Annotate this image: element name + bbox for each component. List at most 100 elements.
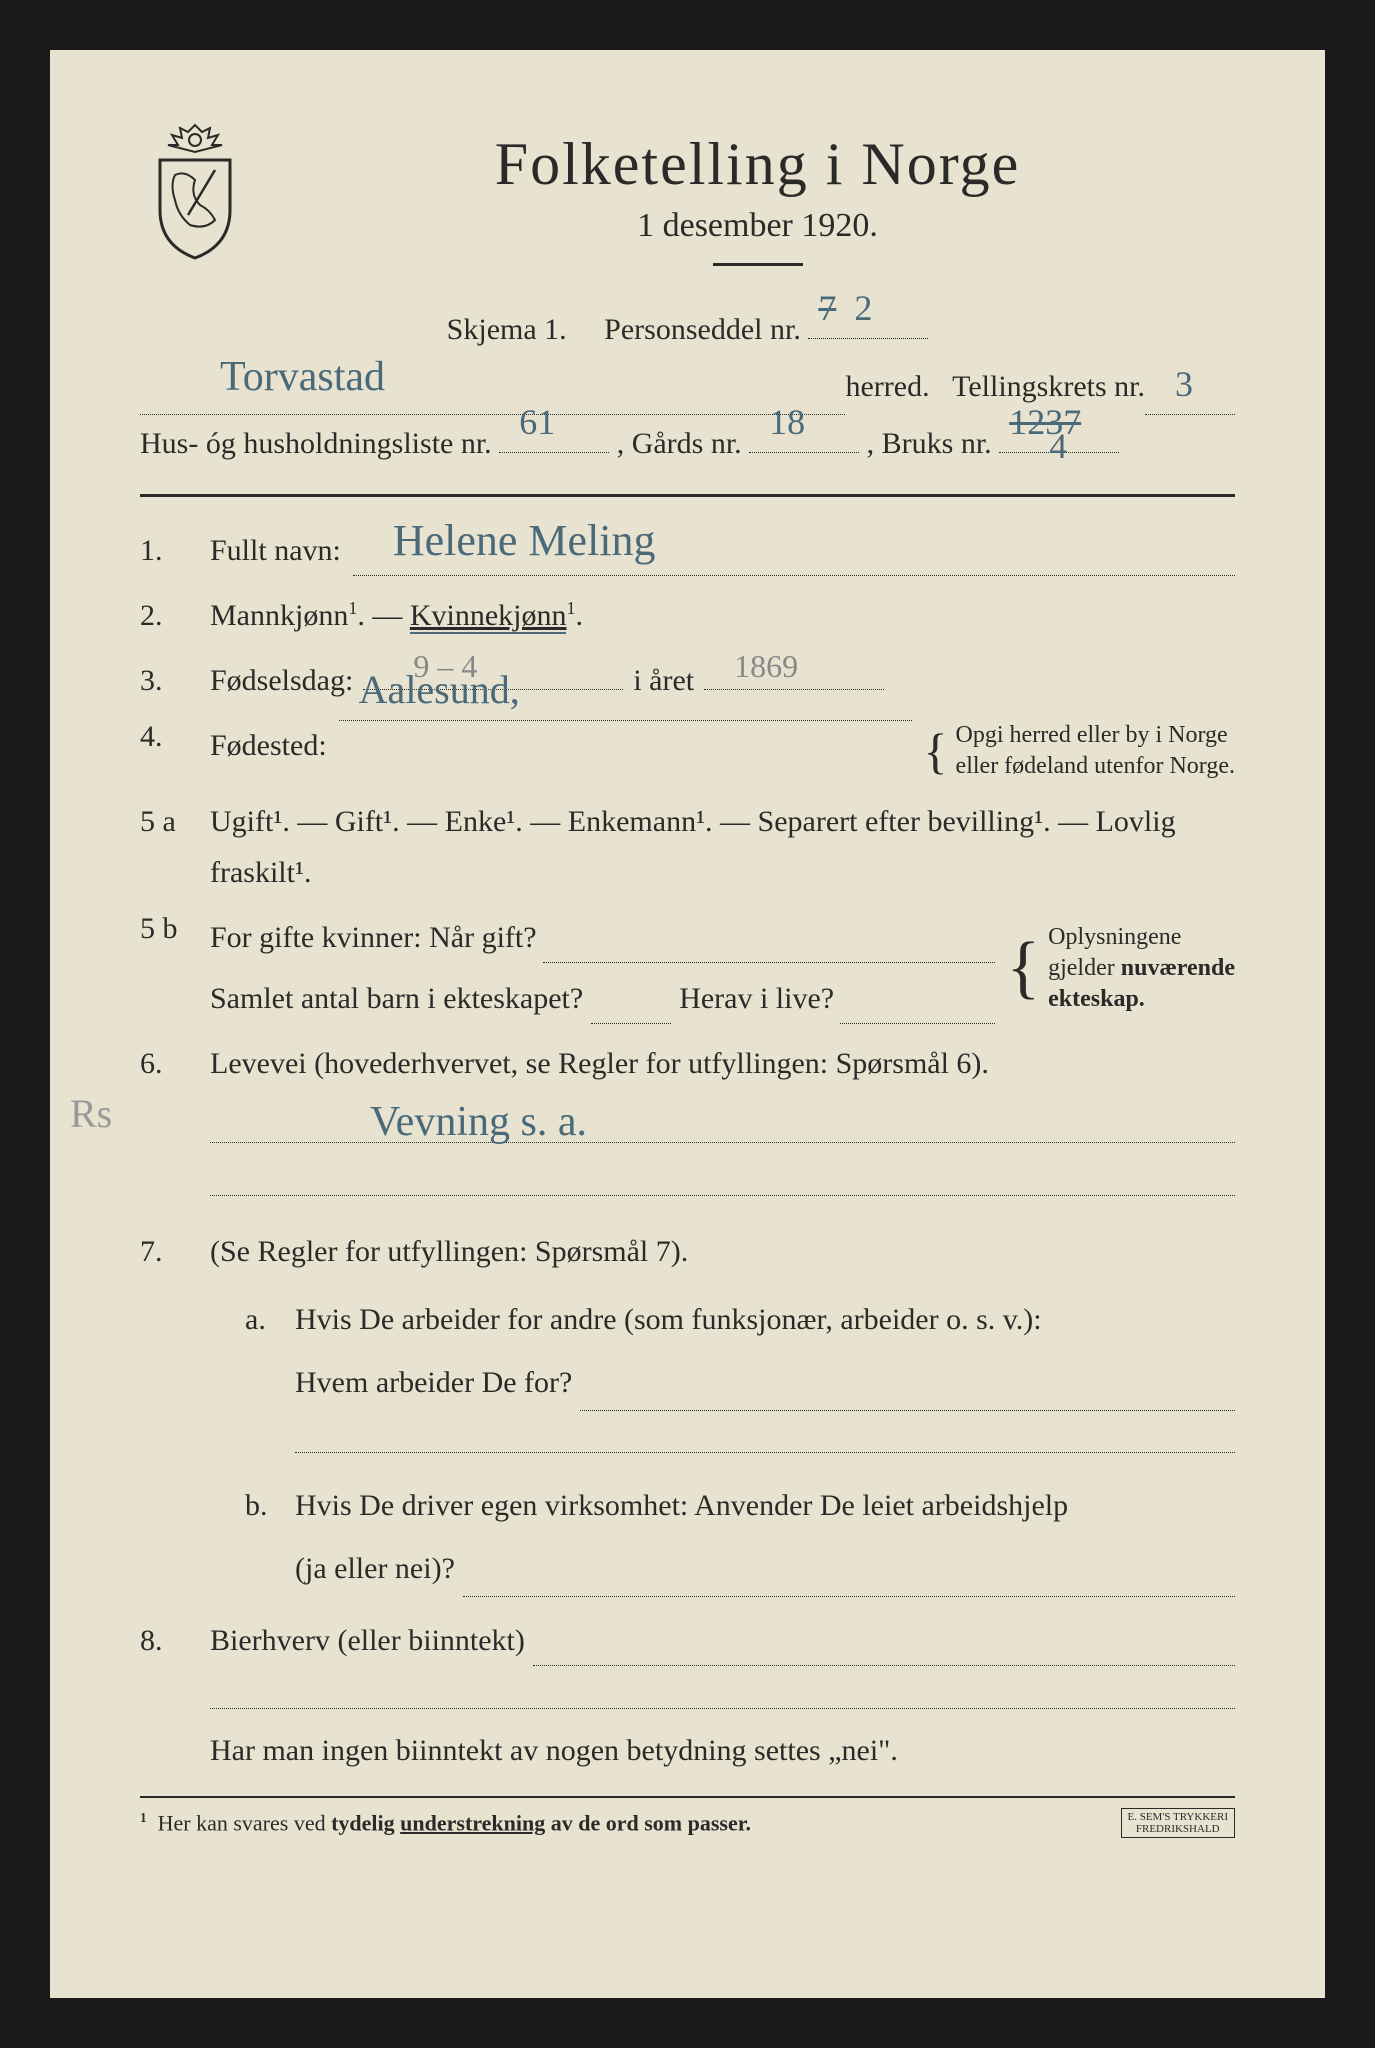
brace-icon: { bbox=[1007, 940, 1041, 996]
q3-label: Fødselsdag: bbox=[210, 655, 353, 706]
q8-line2 bbox=[210, 1686, 1235, 1709]
personseddel-fill: 7 2 bbox=[808, 338, 928, 339]
q5b-l2-fill2 bbox=[840, 973, 994, 1024]
herred-value: Torvastad bbox=[220, 338, 385, 418]
q5a-row: 5 a Ugift¹. — Gift¹. — Enke¹. — Enkemann… bbox=[140, 796, 1235, 898]
q1-row: 1. Fullt navn: Helene Meling bbox=[140, 525, 1235, 576]
q8-label: Bierhverv (eller biinntekt) bbox=[210, 1615, 525, 1666]
bruks-fill: 1237 4 bbox=[999, 452, 1119, 453]
q4-label: Fødested: bbox=[210, 720, 327, 771]
herred-label: herred. bbox=[845, 358, 929, 415]
q6-line1: Vevning s. a. bbox=[210, 1119, 1235, 1142]
herred-fill: Torvastad bbox=[140, 358, 845, 415]
q8-note: Har man ingen biinntekt av nogen betydni… bbox=[210, 1725, 1235, 1776]
q3-mid: i året bbox=[633, 655, 694, 706]
q7a-line2 bbox=[295, 1429, 1235, 1452]
gaards-label: , Gårds nr. bbox=[617, 427, 742, 460]
q1-value: Helene Meling bbox=[393, 504, 656, 579]
q3-num: 3. bbox=[140, 664, 210, 698]
printer-mark: E. SEM'S TRYKKERI FREDRIKSHALD bbox=[1121, 1808, 1236, 1838]
q6-line2 bbox=[210, 1173, 1235, 1196]
personseddel-label: Personseddel nr. bbox=[604, 313, 801, 346]
brace-icon: { bbox=[924, 731, 948, 771]
skjema-label: Skjema 1. bbox=[447, 313, 567, 346]
coat-of-arms-icon bbox=[140, 120, 250, 260]
q7b-l1: Hvis De driver egen virksomhet: Anvender… bbox=[295, 1477, 1235, 1534]
q7-num: 7. bbox=[140, 1235, 210, 1269]
q1-num: 1. bbox=[140, 534, 210, 568]
hus-label: Hus- óg husholdningsliste nr. bbox=[140, 427, 492, 460]
q6-margin-mark: Rs bbox=[70, 1090, 112, 1137]
q6-num: 6. bbox=[140, 1047, 210, 1081]
q5a-text: Ugift¹. — Gift¹. — Enke¹. — Enkemann¹. —… bbox=[210, 796, 1235, 898]
q4-row: 4. Fødested: Aalesund, { Opgi herred ell… bbox=[140, 720, 1235, 782]
q7b-fill bbox=[463, 1540, 1235, 1597]
gaards-fill: 18 bbox=[749, 452, 859, 453]
q7-row: 7. (Se Regler for utfyllingen: Spørsmål … bbox=[140, 1226, 1235, 1277]
footnote-rule bbox=[140, 1796, 1235, 1798]
header: Folketelling i Norge 1 desember 1920. bbox=[140, 120, 1235, 291]
personseddel-value: 2 bbox=[854, 288, 872, 328]
q7b-letter: b. bbox=[245, 1477, 295, 1597]
hus-fill: 61 bbox=[499, 452, 609, 453]
q6-row: 6. Levevei (hovederhvervet, se Regler fo… bbox=[140, 1038, 1235, 1089]
q4-fill: Aalesund, bbox=[339, 720, 912, 721]
q5b-note: { Oplysningene gjelder gjelder nuværende… bbox=[1007, 912, 1236, 1024]
q8-num: 8. bbox=[140, 1624, 210, 1658]
q2-row: 2. Mannkjønn1. — Kvinnekjønn1. bbox=[140, 590, 1235, 641]
q2-mann: Mannkjønn bbox=[210, 599, 348, 632]
q8-row: 8. Bierhverv (eller biinntekt) bbox=[140, 1615, 1235, 1666]
q2-kvinne: Kvinnekjønn bbox=[410, 599, 567, 634]
q3-year: 1869 bbox=[734, 639, 798, 693]
q7-label: (Se Regler for utfyllingen: Spørsmål 7). bbox=[210, 1226, 1235, 1277]
subtitle: 1 desember 1920. bbox=[280, 207, 1235, 245]
q7a-fill bbox=[580, 1354, 1235, 1411]
q4-note-l1: Opgi herred eller by i Norge bbox=[956, 720, 1235, 751]
census-form-page: Folketelling i Norge 1 desember 1920. Sk… bbox=[50, 50, 1325, 1998]
bruks-value: 4 bbox=[1049, 412, 1067, 480]
q5a-num: 5 a bbox=[140, 805, 210, 839]
q5b-l2a: Samlet antal barn i ekteskapet? bbox=[210, 973, 583, 1024]
footnote-text: Her kan svares ved tydelig understreknin… bbox=[158, 1810, 751, 1835]
q2-sup1: 1 bbox=[348, 598, 357, 618]
q5b-l1a: For gifte kvinner: Når gift? bbox=[210, 912, 537, 963]
q5b-num: 5 b bbox=[140, 912, 210, 946]
q8-fill bbox=[533, 1615, 1235, 1666]
q7a-l2: Hvem arbeider De for? bbox=[295, 1354, 572, 1411]
q6-value: Vevning s. a. bbox=[370, 1098, 587, 1146]
q5b-note-l1: Oplysningene bbox=[1048, 922, 1235, 953]
gaards-value: 18 bbox=[769, 388, 805, 456]
title-rule bbox=[713, 263, 803, 266]
q4-num: 4. bbox=[140, 720, 210, 754]
footnote: 1 Her kan svares ved tydelig understrekn… bbox=[140, 1808, 1235, 1838]
bruks-label: , Bruks nr. bbox=[867, 427, 992, 460]
tellingskrets-value: 3 bbox=[1175, 350, 1193, 418]
q5b-row: 5 b For gifte kvinner: Når gift? Samlet … bbox=[140, 912, 1235, 1024]
footnote-marker: 1 bbox=[140, 1810, 147, 1825]
title-block: Folketelling i Norge 1 desember 1920. bbox=[280, 120, 1235, 291]
q5b-note-l3: ekteskap. bbox=[1048, 984, 1235, 1015]
q5b-l2-fill1 bbox=[591, 973, 671, 1024]
hus-value: 61 bbox=[519, 388, 555, 456]
q5b-l2b: Herav i live? bbox=[679, 973, 834, 1024]
tellingskrets-fill: 3 bbox=[1145, 358, 1235, 415]
personseddel-struck: 7 bbox=[818, 288, 836, 328]
q2-sup2: 1 bbox=[566, 598, 575, 618]
q1-label: Fullt navn: bbox=[210, 525, 341, 576]
q3-row: 3. Fødselsdag: 9 – 4 i året 1869 bbox=[140, 655, 1235, 706]
q1-fill: Helene Meling bbox=[353, 525, 1235, 576]
q7b-l2: (ja eller nei)? bbox=[295, 1540, 455, 1597]
scan-frame: Folketelling i Norge 1 desember 1920. Sk… bbox=[0, 0, 1375, 2048]
q2-dash: — bbox=[372, 599, 410, 632]
q6-label: Levevei (hovederhvervet, se Regler for u… bbox=[210, 1038, 1235, 1089]
q4-note-l2: eller fødeland utenfor Norge. bbox=[956, 751, 1235, 782]
q2-num: 2. bbox=[140, 599, 210, 633]
q5b-l1-fill bbox=[543, 912, 995, 963]
crest-svg bbox=[140, 120, 250, 260]
q7a-letter: a. bbox=[245, 1291, 295, 1411]
bruks-struck: 1237 bbox=[1009, 402, 1081, 442]
q7a-l1: Hvis De arbeider for andre (som funksjon… bbox=[295, 1291, 1235, 1348]
hus-line: Hus- óg husholdningsliste nr. 61 , Gårds… bbox=[140, 415, 1235, 472]
q5b-note-l2: gjelder gjelder nuværendenuværende bbox=[1048, 953, 1235, 984]
q3-year-fill: 1869 bbox=[704, 689, 884, 690]
